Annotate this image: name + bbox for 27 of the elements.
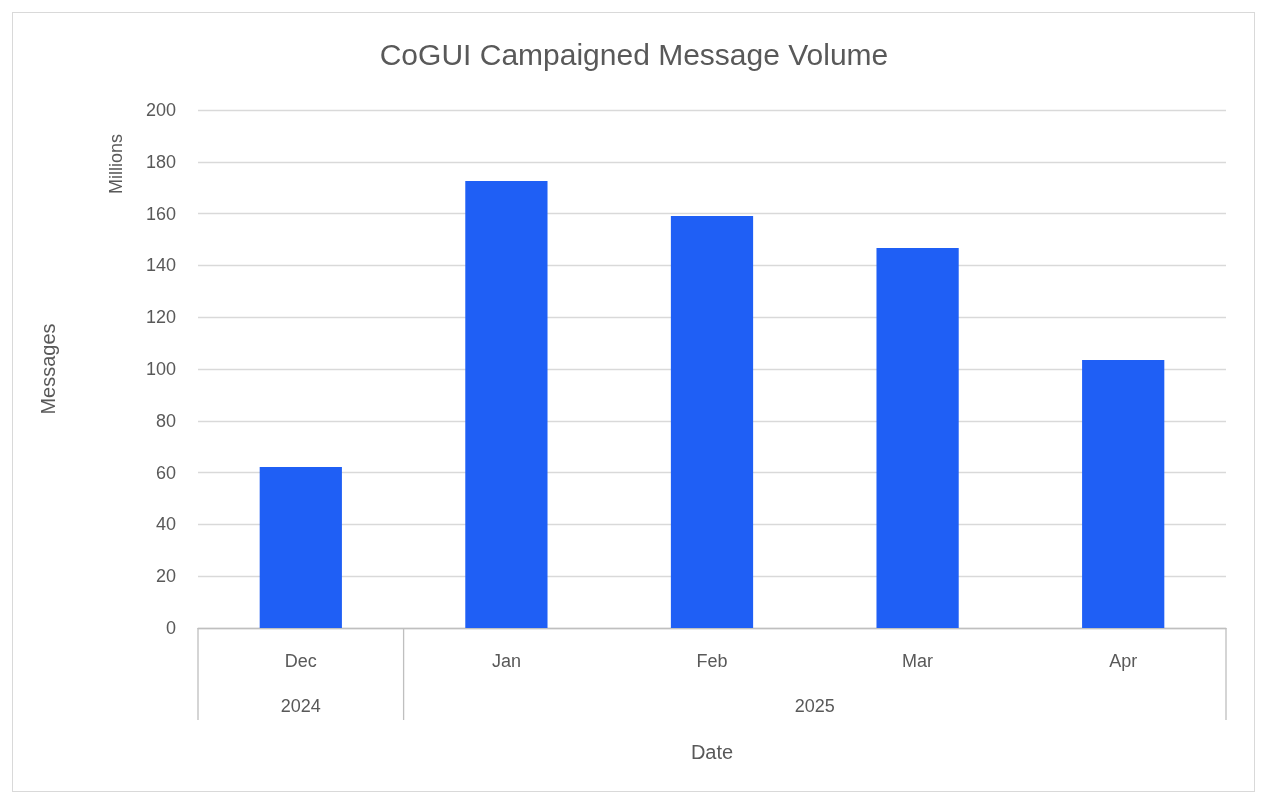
text: 2025	[794, 696, 835, 716]
x-tick-label: Jan	[491, 651, 521, 671]
chart-title: CoGUI Campaigned Message Volume	[379, 37, 889, 71]
x-tick-label: Apr	[1109, 651, 1138, 671]
x-tick-label: Mar	[902, 651, 934, 671]
text: 2024	[280, 696, 321, 716]
y-tick-label: 40	[155, 514, 176, 535]
bar	[670, 215, 754, 628]
bar	[259, 466, 342, 628]
text: Millions	[106, 133, 126, 195]
y-tick-label: 20	[155, 566, 176, 587]
x-tick-label: Dec	[284, 651, 317, 671]
x-tick-label: Feb	[696, 651, 728, 671]
y-tick-label: 60	[155, 462, 176, 483]
y-axis-title: Messages	[37, 323, 59, 415]
y-tick-label: 140	[145, 255, 176, 276]
bar	[1082, 359, 1165, 628]
y-tick-label: 100	[145, 359, 176, 379]
bar	[876, 248, 959, 628]
y-tick-label: 0	[165, 618, 176, 638]
y-tick-label: 180	[145, 151, 176, 172]
y-tick-label: 160	[145, 203, 176, 224]
x-axis-title: Date	[690, 741, 734, 763]
y-tick-label: 200	[145, 100, 176, 120]
y-tick-label: 80	[155, 410, 176, 431]
bar	[465, 180, 548, 628]
y-tick-label: 120	[145, 307, 176, 328]
